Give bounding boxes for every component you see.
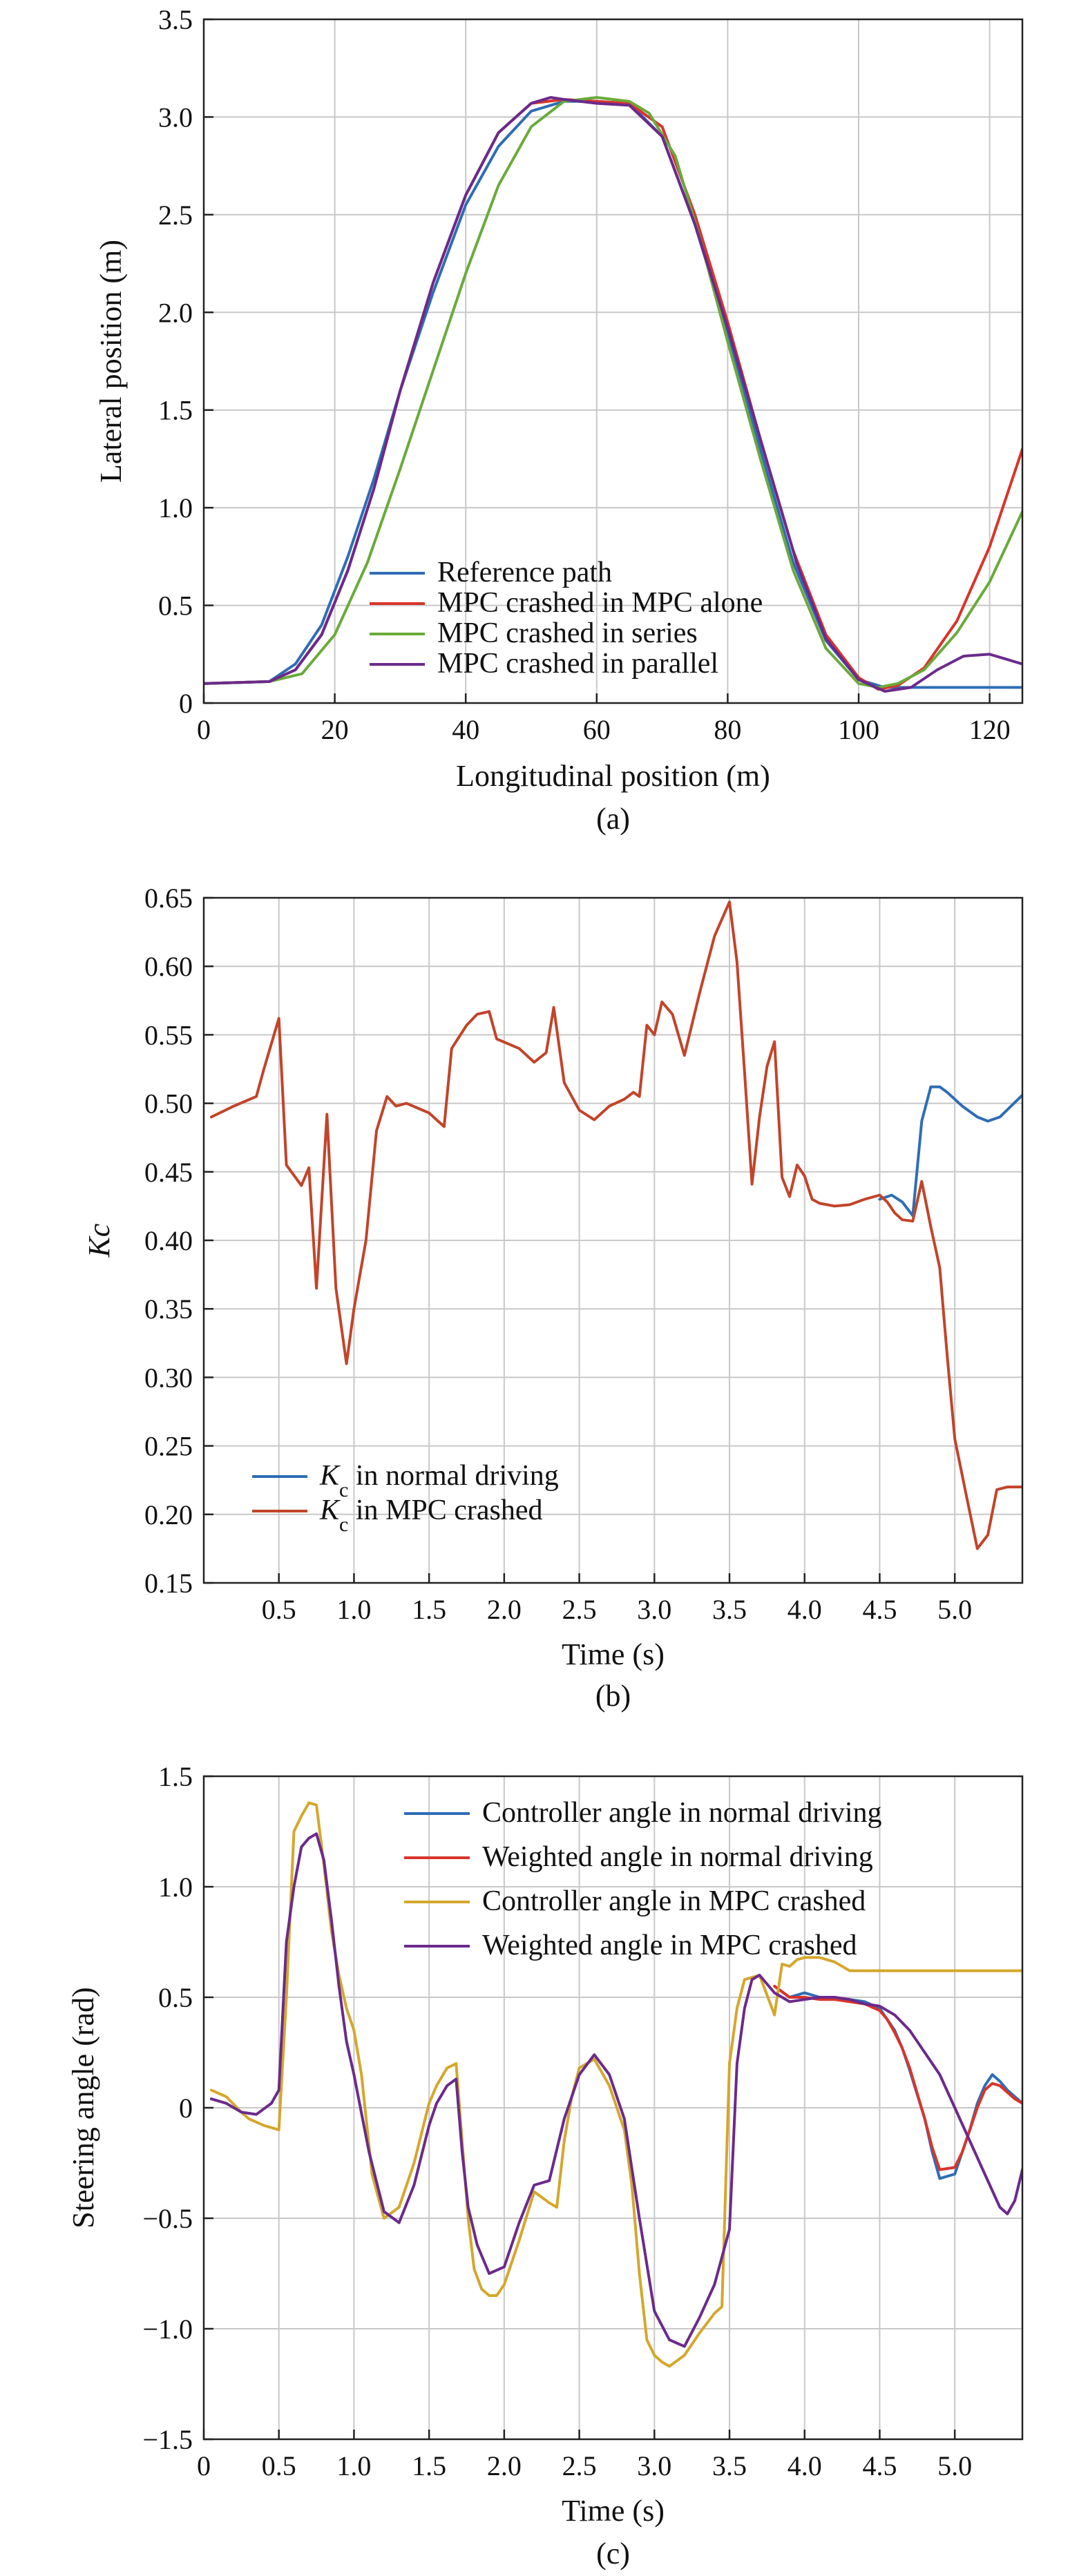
y-tick-label-a: 3.0	[158, 102, 193, 133]
chart-panel-a: 0 20 40 60 80 100 120 0 0.5 1.0 1.5 2.0 2.5 3.0 3.5 Lo…	[94, 4, 1024, 836]
panel-label-b: (b)	[595, 1679, 631, 1713]
y-tick-label-a: 0.5	[158, 590, 193, 622]
y-tick-label-b: 0.40	[144, 1225, 193, 1256]
legend-entry-b: Kc in normal driving	[319, 1460, 559, 1501]
x-axis-label-c: Time (s)	[562, 2494, 665, 2528]
y-tick-label-a: 2.5	[158, 200, 193, 231]
legend-entry-b: Kc in MPC crashed	[319, 1494, 543, 1536]
y-tick-label-b: 0.20	[144, 1499, 193, 1530]
chart-panel-c: 0 0.5 1.0 1.5 2.0 2.5 3.0 3.5 4.0 4.5 5.0 −1.5 −1.0 −…	[66, 1761, 1024, 2570]
ticks-a: 0 20 40 60 80 100 120 0 0.5 1.0 1.5 2.0 2.5 3.0 3.5	[158, 4, 1011, 745]
y-tick-label-b: 0.25	[144, 1431, 193, 1462]
x-tick-label-c: 2.0	[487, 2450, 522, 2481]
y-tick-label-c: −1.0	[142, 2314, 193, 2345]
panel-label-a: (a)	[596, 802, 630, 836]
series-b	[209, 901, 1022, 1550]
x-tick-label-b: 3.0	[637, 1594, 671, 1625]
y-axis-label-a: Lateral position (m)	[94, 240, 128, 483]
y-axis-label-b: Kc	[82, 1223, 116, 1258]
x-tick-label-c: 4.0	[788, 2450, 822, 2481]
x-tick-label-c: 0.5	[262, 2450, 296, 2481]
x-tick-label-c: 4.5	[862, 2450, 897, 2481]
y-tick-label-c: 0.5	[158, 1982, 193, 2013]
x-tick-label-c: 1.0	[336, 2450, 371, 2481]
x-tick-label-b: 3.5	[712, 1594, 747, 1625]
series-line-a-4	[794, 561, 1022, 693]
series-line-a-3	[204, 96, 798, 685]
legend-entry-c: Weighted angle in MPC crashed	[482, 1930, 857, 1961]
x-tick-label-b: 1.5	[412, 1594, 446, 1625]
y-tick-label-b: 0.15	[144, 1568, 193, 1599]
y-tick-label-a: 0	[179, 688, 193, 719]
y-tick-label-b: 0.30	[144, 1362, 193, 1393]
x-tick-label-b: 5.0	[937, 1594, 972, 1625]
x-tick-label-c: 5.0	[937, 2450, 972, 2481]
x-tick-label-b: 1.0	[336, 1594, 371, 1625]
series-line-c-3	[209, 1832, 1022, 2348]
x-tick-label-b: 2.0	[487, 1594, 522, 1625]
series-a	[204, 96, 1022, 693]
legend-entry-a: Reference path	[437, 557, 612, 588]
legend-entry-a: MPC crashed in parallel	[437, 648, 718, 680]
x-tick-label-c: 1.5	[412, 2450, 446, 2481]
x-tick-label-b: 2.5	[562, 1594, 597, 1625]
y-tick-label-b: 0.50	[144, 1088, 193, 1119]
y-tick-label-c: 1.0	[158, 1872, 193, 1903]
series-line-c-1	[773, 1985, 1022, 2171]
y-tick-label-b: 0.65	[144, 883, 193, 914]
x-tick-label-c: 0	[197, 2450, 211, 2481]
plot-frame-a	[202, 18, 1024, 704]
x-tick-label-a: 120	[969, 714, 1011, 745]
series-c	[209, 1801, 1022, 2368]
y-tick-label-b: 0.55	[144, 1019, 193, 1050]
x-tick-label-b: 4.5	[862, 1594, 897, 1625]
x-tick-label-a: 20	[321, 714, 349, 745]
x-tick-label-a: 0	[197, 714, 211, 745]
legend-entry-a: MPC crashed in MPC alone	[437, 587, 763, 619]
y-tick-label-b: 0.45	[144, 1157, 193, 1188]
x-tick-label-b: 4.0	[788, 1594, 822, 1625]
series-line-a-2	[204, 96, 1022, 689]
y-tick-label-a: 3.5	[158, 4, 193, 35]
x-tick-label-b: 0.5	[262, 1594, 296, 1625]
gridlines-a	[203, 19, 1022, 704]
legend-entry-c: Weighted angle in normal driving	[482, 1841, 873, 1873]
y-tick-label-c: 0	[179, 2093, 193, 2124]
y-tick-label-b: 0.35	[144, 1294, 193, 1325]
panel-label-c: (c)	[596, 2537, 630, 2570]
y-axis-label-c: Steering angle (rad)	[66, 1987, 100, 2228]
ticks-b: 0.5 1.0 1.5 2.0 2.5 3.0 3.5 4.0 4.5 5.0 0.15 0.20 0.…	[144, 883, 972, 1625]
legend-entry-c: Controller angle in MPC crashed	[482, 1885, 866, 1917]
x-axis-label-a: Longitudinal position (m)	[456, 759, 770, 793]
series-line-c-0	[773, 1985, 1022, 2180]
y-tick-label-b: 0.60	[144, 951, 193, 982]
y-tick-label-a: 1.5	[158, 395, 193, 426]
x-tick-label-c: 3.0	[637, 2450, 671, 2481]
ticks-c: 0 0.5 1.0 1.5 2.0 2.5 3.0 3.5 4.0 4.5 5.0 −1.5 −1.0 −…	[142, 1761, 972, 2481]
legend-c: Controller angle in normal driving Weight…	[404, 1797, 882, 1961]
y-tick-label-c: 1.5	[158, 1761, 193, 1792]
y-tick-label-c: −0.5	[142, 2203, 193, 2234]
series-line-b-0	[878, 1085, 1022, 1218]
x-tick-label-a: 80	[714, 714, 741, 745]
legend-entry-a: MPC crashed in series	[437, 617, 698, 649]
x-tick-label-a: 40	[452, 714, 479, 745]
series-line-b-1	[209, 901, 1022, 1550]
x-tick-label-a: 60	[583, 714, 611, 745]
chart-panel-b: 0.5 1.0 1.5 2.0 2.5 3.0 3.5 4.0 4.5 5.0 0.15 0.20 0.…	[82, 883, 1024, 1713]
x-tick-label-c: 3.5	[712, 2450, 747, 2481]
x-tick-label-a: 100	[838, 714, 879, 745]
y-tick-label-a: 2.0	[158, 297, 193, 328]
x-axis-label-b: Time (s)	[562, 1637, 665, 1671]
y-tick-label-a: 1.0	[158, 492, 193, 523]
legend-entry-c: Controller angle in normal driving	[482, 1797, 882, 1829]
x-tick-label-c: 2.5	[562, 2450, 597, 2481]
y-tick-label-c: −1.5	[142, 2424, 193, 2455]
